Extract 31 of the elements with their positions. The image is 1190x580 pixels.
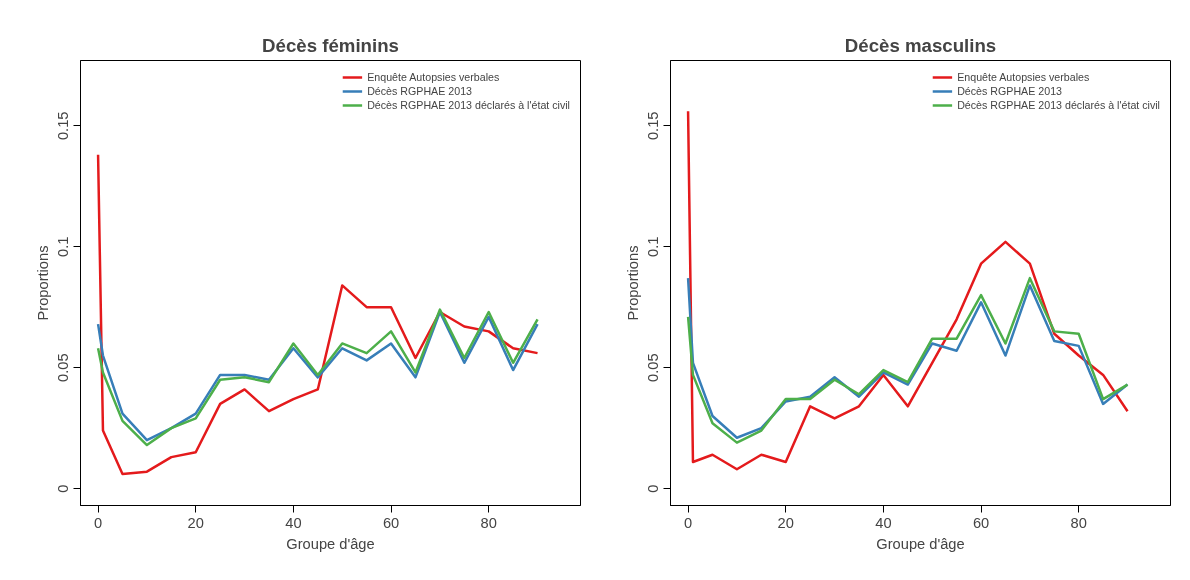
y-tick-label: 0.15 — [55, 111, 72, 141]
y-tick-label: 0.05 — [645, 353, 662, 382]
y-axis-title: Proportions — [34, 245, 51, 321]
x-tick-label: 0 — [94, 514, 103, 531]
legend-label: Décès RGPHAE 2013 — [957, 84, 1063, 98]
y-tick-label: 0.15 — [645, 111, 662, 141]
legend-label: Décès RGPHAE 2013 déclarés à l'état civil — [367, 98, 570, 112]
x-axis-title: Groupe d'âge — [286, 535, 375, 552]
x-tick-label: 20 — [777, 514, 794, 531]
x-tick-label: 20 — [187, 514, 204, 531]
x-axis-title: Groupe d'âge — [876, 535, 965, 552]
x-tick-label: 60 — [972, 514, 990, 531]
legend-label: Décès RGPHAE 2013 déclarés à l'état civil — [957, 98, 1160, 112]
y-tick-label: 0.1 — [645, 236, 662, 257]
legend-label: Enquête Autopsies verbales — [957, 70, 1090, 84]
x-tick-label: 40 — [875, 514, 892, 531]
line-series — [96, 153, 539, 476]
x-tick-label: 60 — [382, 514, 400, 531]
chart-title: Décès masculins — [844, 34, 997, 56]
legend-label: Décès RGPHAE 2013 — [367, 84, 473, 98]
x-tick-label: 80 — [480, 514, 497, 531]
y-tick-label: 0 — [645, 484, 662, 493]
x-tick-label: 0 — [684, 514, 693, 531]
y-tick-label: 0 — [55, 484, 72, 493]
x-tick-label: 40 — [285, 514, 302, 531]
legend-label: Enquête Autopsies verbales — [367, 70, 500, 84]
y-axis-title: Proportions — [624, 245, 641, 321]
chart-title: Décès féminins — [262, 34, 399, 56]
y-tick-label: 0.05 — [55, 353, 72, 382]
y-tick-label: 0.1 — [55, 236, 72, 257]
x-tick-label: 80 — [1070, 514, 1087, 531]
